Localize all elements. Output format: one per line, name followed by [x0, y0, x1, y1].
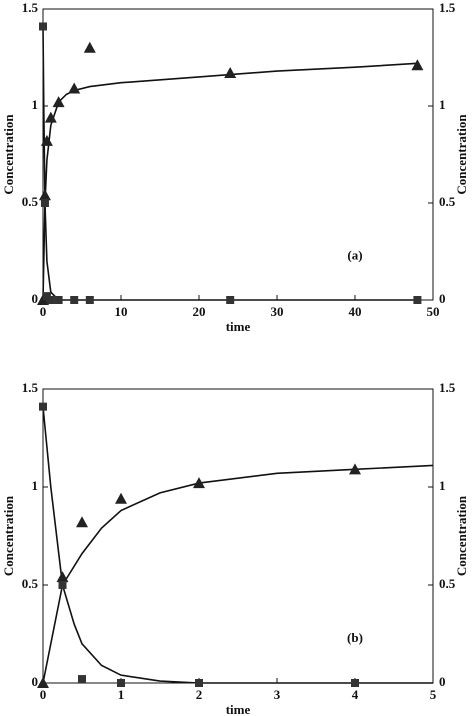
- square-marker: [40, 199, 49, 207]
- y-tick-label: 1.5: [22, 0, 39, 15]
- y-axis-label: Concentration: [1, 114, 16, 195]
- y2-axis-label: Concentration: [454, 114, 469, 195]
- square-marker: [78, 675, 86, 684]
- triangle-marker: [349, 463, 361, 475]
- x-axis-label: time: [226, 702, 251, 716]
- square-marker: [58, 581, 67, 589]
- x-tick-label: 0: [40, 687, 47, 702]
- fit-line: [42, 26, 418, 301]
- x-tick-label: 10: [115, 304, 128, 319]
- square-marker: [226, 296, 235, 304]
- y-tick-label: 1: [32, 97, 39, 112]
- annotation: (a): [347, 247, 362, 262]
- plot-frame: [42, 388, 434, 684]
- square-marker: [117, 679, 125, 687]
- triangle-marker: [83, 41, 96, 53]
- fit-line: [42, 464, 434, 684]
- y2-tick-label: 0.5: [439, 576, 456, 591]
- x-tick-label: 5: [430, 687, 437, 702]
- y2-tick-label: 1.5: [439, 380, 456, 395]
- triangle-marker: [224, 67, 237, 79]
- x-tick-label: 50: [427, 304, 440, 319]
- fit-line: [42, 406, 433, 684]
- plot-frame: [42, 8, 434, 301]
- square-marker: [46, 296, 55, 304]
- fit-line: [42, 62, 418, 301]
- x-tick-label: 0: [40, 304, 47, 319]
- x-tick-label: 3: [274, 687, 281, 702]
- y-tick-label: 1.5: [22, 380, 39, 395]
- triangle-marker: [52, 96, 65, 108]
- triangle-marker: [44, 111, 57, 123]
- y-axis-label: Concentration: [1, 495, 16, 576]
- triangle-marker: [56, 571, 69, 583]
- square-marker: [195, 679, 203, 687]
- triangle-marker: [40, 134, 53, 146]
- y-tick-label: 0: [32, 674, 39, 689]
- triangle-marker: [37, 677, 49, 688]
- y-tick-label: 0: [32, 291, 39, 306]
- x-tick-label: 40: [349, 304, 362, 319]
- square-marker: [70, 296, 79, 304]
- square-marker: [39, 402, 47, 411]
- square-marker: [351, 679, 359, 687]
- x-axis-label: time: [226, 319, 251, 334]
- x-tick-label: 4: [352, 687, 359, 702]
- y-tick-label: 1: [32, 478, 39, 493]
- triangle-marker: [76, 516, 88, 528]
- triangle-marker: [193, 477, 205, 489]
- square-marker: [85, 296, 94, 304]
- annotation: (b): [347, 630, 363, 645]
- y2-tick-label: 0: [439, 674, 446, 689]
- x-tick-label: 20: [193, 304, 206, 319]
- y2-tick-label: 1.5: [439, 0, 456, 15]
- y2-tick-label: 0.5: [439, 194, 456, 209]
- triangle-marker: [68, 82, 81, 94]
- y2-axis-label: Concentration: [454, 495, 469, 576]
- square-marker: [54, 296, 63, 304]
- triangle-marker: [115, 492, 127, 504]
- square-marker: [39, 22, 47, 31]
- y2-tick-label: 1: [439, 478, 446, 493]
- y-tick-label: 0.5: [22, 576, 39, 591]
- x-tick-label: 30: [271, 304, 284, 319]
- x-tick-label: 2: [196, 687, 203, 702]
- y-tick-label: 0.5: [22, 194, 39, 209]
- x-tick-label: 1: [118, 687, 125, 702]
- triangle-marker: [411, 59, 424, 71]
- y2-tick-label: 1: [439, 97, 446, 112]
- square-marker: [413, 296, 422, 304]
- triangle-marker: [38, 189, 51, 201]
- y2-tick-label: 0: [439, 291, 446, 306]
